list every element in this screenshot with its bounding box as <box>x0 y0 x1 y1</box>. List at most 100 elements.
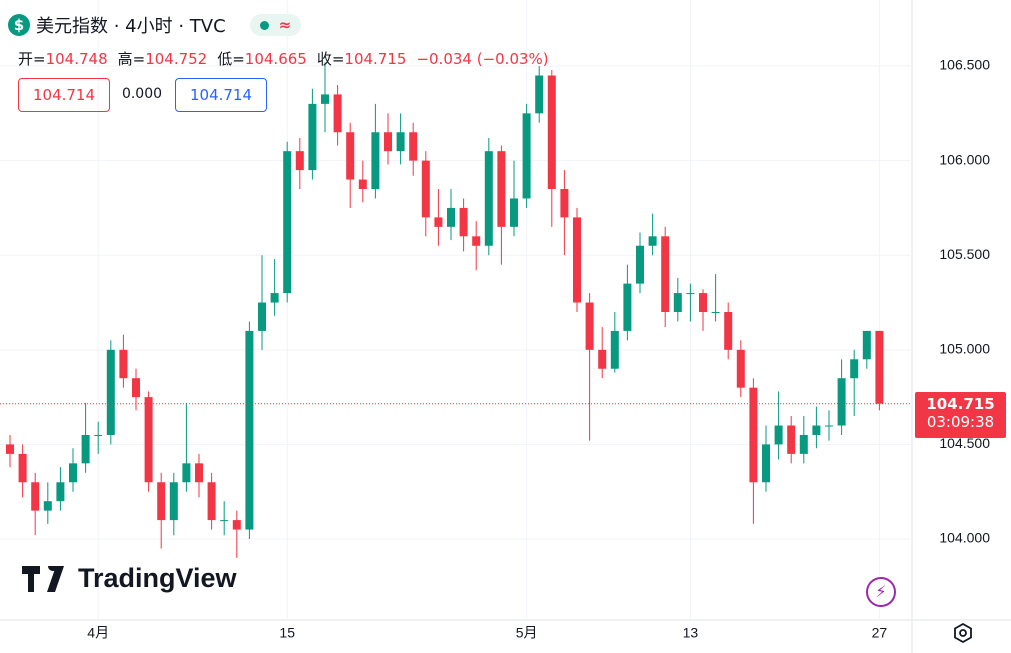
candle-body <box>43 501 52 511</box>
candle-body <box>787 425 796 454</box>
y-tick-label: 104.000 <box>939 530 990 546</box>
candle-body <box>69 463 77 483</box>
candle-body <box>736 349 745 388</box>
candle-body <box>157 482 166 521</box>
candle-body <box>610 330 619 369</box>
candle-body <box>207 482 216 521</box>
status-dot <box>259 20 269 30</box>
candle-body <box>522 113 531 199</box>
candle-body <box>825 425 833 427</box>
candle-body <box>169 482 178 521</box>
symbol-icon: $ <box>8 14 30 36</box>
candle-body <box>673 293 682 312</box>
candle-body <box>6 444 14 454</box>
settings-icon <box>954 622 972 644</box>
ohlc-value: 104.748 <box>45 49 108 68</box>
candle-body <box>295 151 304 171</box>
candle-body <box>81 434 90 464</box>
candle-body <box>497 151 506 227</box>
candle-body <box>850 359 859 379</box>
x-tick-label: 15 <box>279 625 295 641</box>
candle-body <box>484 151 493 246</box>
candle-body <box>119 349 128 379</box>
symbol-row: $ 美元指数 · 4小时 · TVC ≈ <box>8 12 302 38</box>
settings-button[interactable] <box>952 622 974 644</box>
change: −0.034 (−0.03%) <box>416 49 549 68</box>
candle-body <box>434 217 443 227</box>
buy-box[interactable]: 104.714 <box>175 78 267 112</box>
candle-body <box>220 520 229 522</box>
candle-body <box>447 207 455 227</box>
candle-body <box>510 198 518 227</box>
candle-body <box>132 378 140 398</box>
candle-body <box>560 189 569 218</box>
ohlc-value: 104.752 <box>145 49 208 68</box>
candle-body <box>396 132 405 152</box>
candle-body <box>598 349 607 369</box>
y-tick-label: 105.500 <box>939 246 990 262</box>
y-tick-label: 106.500 <box>939 57 990 73</box>
symbol-title[interactable]: 美元指数 · 4小时 · TVC <box>36 16 226 37</box>
candle-body <box>459 207 468 237</box>
candle-body <box>762 444 770 483</box>
candle-body <box>573 217 581 303</box>
candle-body <box>699 293 707 312</box>
y-tick-label: 105.000 <box>939 341 990 357</box>
candle-body <box>636 245 644 284</box>
candle-body <box>799 434 808 454</box>
price-tag: 104.715 03:09:38 <box>915 392 1006 438</box>
candle-body <box>358 179 367 190</box>
candle-body <box>94 434 103 436</box>
candle-body <box>812 425 821 435</box>
candle-body <box>283 151 292 294</box>
candle-body <box>245 330 254 530</box>
ohlc-label: 收= <box>316 50 345 68</box>
flash-button[interactable]: ⚡ <box>866 577 896 607</box>
ohlc-row: 开= 104.748 高= 104.752 低= 104.665 收= 104.715 −0.0… <box>18 48 549 69</box>
candle-body <box>270 293 279 303</box>
watermark-text: TradingView <box>78 563 237 593</box>
candle-body <box>535 75 544 114</box>
candle-body <box>232 520 241 530</box>
candle-body <box>875 330 884 404</box>
candle-body <box>321 94 329 104</box>
x-tick-label: 5月 <box>516 625 538 641</box>
x-tick-label: 4月 <box>87 625 109 641</box>
candle-body <box>106 349 115 435</box>
y-tick-label: 106.000 <box>939 151 990 167</box>
ohlc-label: 低= <box>217 50 245 68</box>
candle-body <box>144 397 153 483</box>
candle-body <box>182 463 191 483</box>
watermark-logo <box>22 565 64 592</box>
candle-body <box>837 378 846 426</box>
candle-body <box>648 236 657 246</box>
candle-body <box>31 482 40 511</box>
candle-body <box>409 132 418 161</box>
candle-body <box>258 302 266 331</box>
candle-body <box>711 311 720 313</box>
candle-body <box>333 94 342 133</box>
ohlc-label: 开= <box>18 50 46 68</box>
candle-body <box>661 236 670 312</box>
ohlc-label: 高= <box>117 50 146 68</box>
status-badge: ≈ <box>278 16 292 34</box>
x-tick-label: 13 <box>683 625 699 641</box>
ohlc-value: 104.715 <box>344 49 407 68</box>
price-tag-countdown: 03:09:38 <box>926 413 995 431</box>
watermark: TradingView <box>22 563 237 594</box>
price-tag-price: 104.715 <box>926 395 995 413</box>
candle-body <box>547 75 556 190</box>
candle-body <box>371 132 380 190</box>
candle-body <box>56 482 65 502</box>
candle-body <box>686 293 695 295</box>
sell-box[interactable]: 104.714 <box>18 78 110 112</box>
candle-body <box>308 103 317 171</box>
status-pill[interactable]: ≈ <box>249 14 302 36</box>
spread: 0.000 <box>121 86 163 102</box>
candle-body <box>749 387 758 483</box>
candle-body <box>724 311 733 350</box>
candle-body <box>421 160 430 218</box>
candle-body <box>384 132 392 152</box>
